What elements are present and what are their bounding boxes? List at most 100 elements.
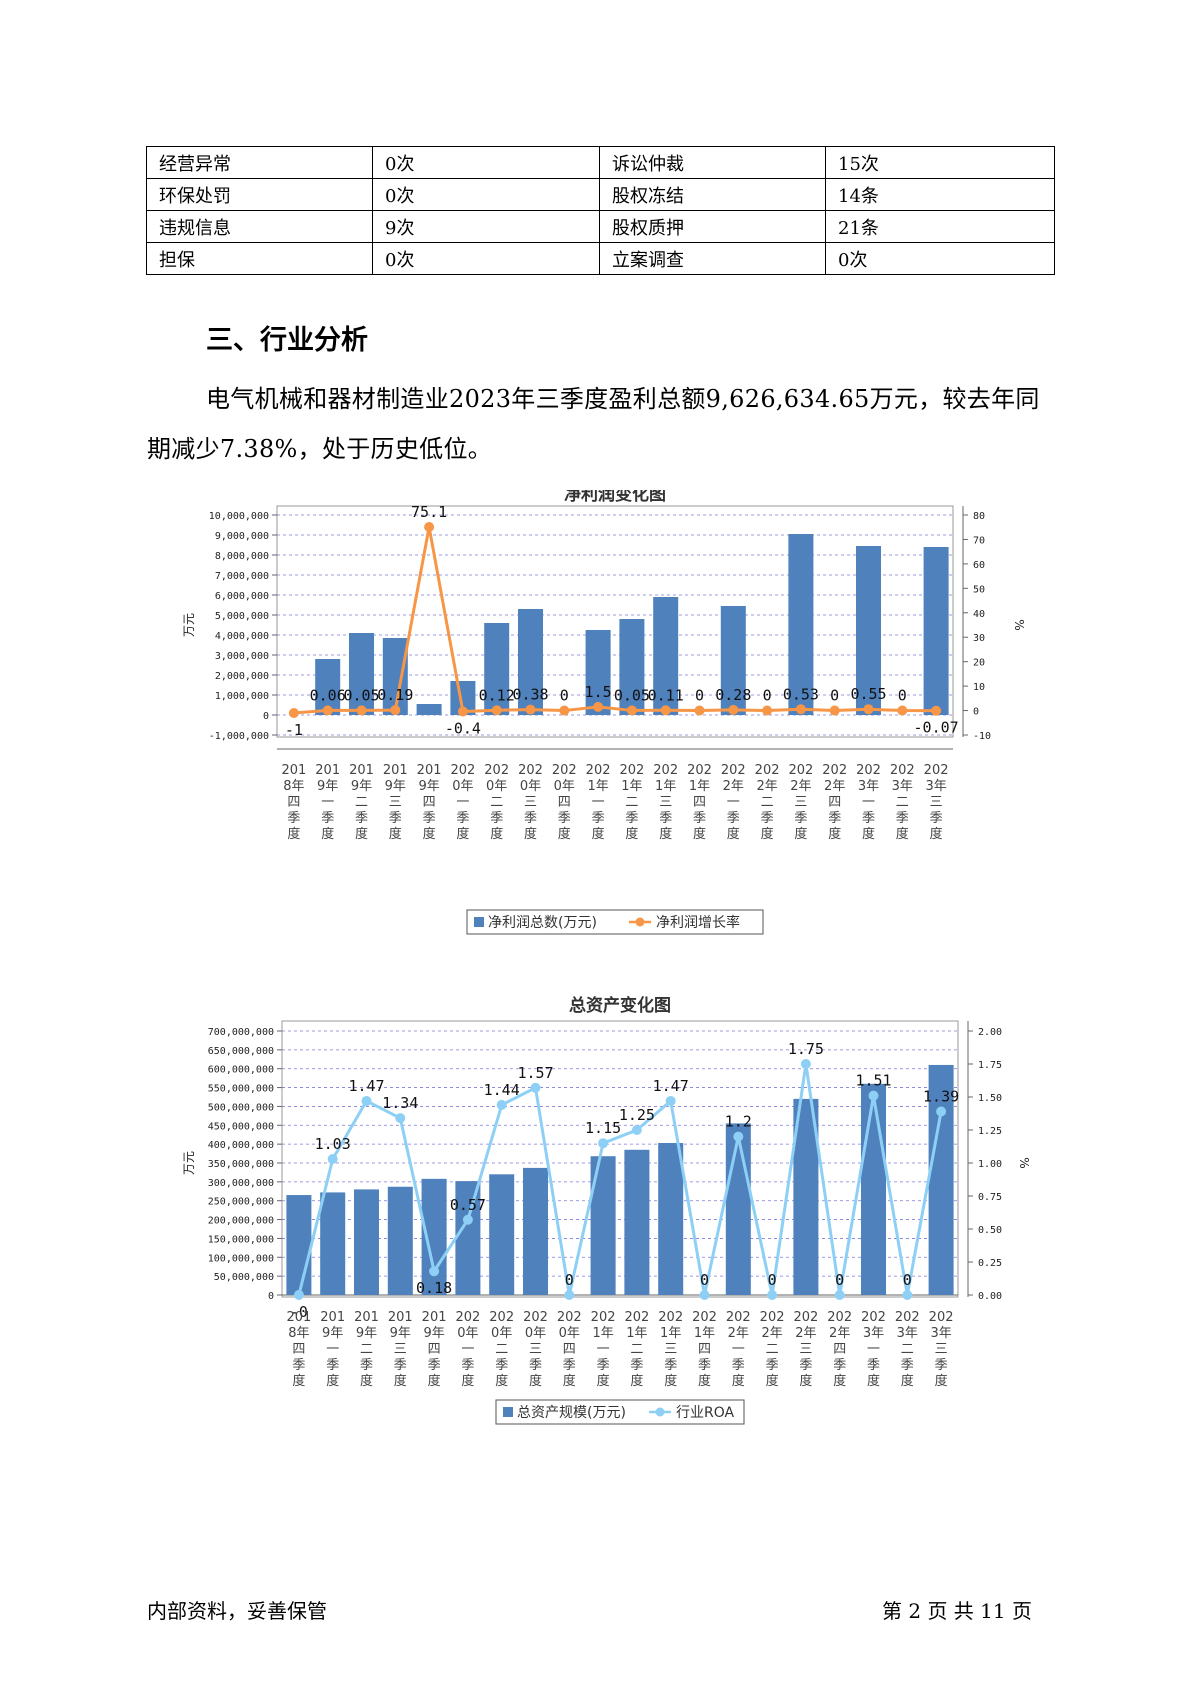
- data-label: 1.39: [923, 1088, 959, 1106]
- y2-tick-label: 0.00: [978, 1291, 1002, 1302]
- line-point: [293, 1290, 304, 1300]
- x-tick-label: 202 1年一季度: [586, 763, 611, 842]
- x-tick-label: 202 0年四季度: [557, 1310, 582, 1389]
- line-point: [631, 1125, 642, 1135]
- line-point: [931, 705, 942, 716]
- table-label-cell: 诉讼仲裁: [599, 146, 826, 179]
- data-label: 0: [835, 1271, 844, 1289]
- x-tick-label: 201 8年四季度: [286, 1310, 311, 1389]
- bar: [353, 1189, 380, 1295]
- bar: [788, 534, 814, 715]
- data-label: 0.19: [377, 686, 413, 704]
- data-label: 1.47: [348, 1077, 384, 1095]
- x-tick-label: 202 3年一季度: [861, 1310, 886, 1389]
- data-label: 0: [768, 1271, 777, 1289]
- bar: [348, 633, 375, 715]
- line-point: [593, 701, 604, 712]
- chart-title: 总资产变化图: [569, 995, 671, 1016]
- y2-tick-label: 60: [973, 560, 985, 571]
- legend-line-marker: [655, 1407, 665, 1417]
- y2-tick-label: 1.00: [978, 1159, 1002, 1170]
- data-label: 1.47: [653, 1077, 689, 1095]
- risk-info-table: 经营异常 0次 诉讼仲裁 15次 环保处罚 0次 股权冻结 14条 违规信息 9次 股权质押 21条担…: [146, 146, 1055, 275]
- line-point: [834, 1290, 845, 1300]
- data-label: -0: [290, 1303, 308, 1321]
- y2-tick-label: 10: [973, 682, 985, 693]
- bar: [725, 1123, 751, 1295]
- x-tick-label: 202 3年二季度: [890, 763, 915, 842]
- y2-tick-label: 2.00: [978, 1027, 1002, 1038]
- table-label-cell: 违规信息: [146, 210, 373, 243]
- bar: [720, 606, 746, 715]
- y-tick-label: 8,000,000: [215, 551, 269, 562]
- y-axis-label: 万元: [182, 1151, 196, 1175]
- data-label: 0: [700, 1271, 709, 1289]
- bar: [793, 1098, 819, 1295]
- bar: [484, 623, 510, 715]
- plot-frame: [281, 1020, 959, 1298]
- x-tick-label: 202 3年三季度: [929, 1310, 954, 1389]
- legend-bar-swatch: [503, 1407, 513, 1417]
- data-label: -0.4: [445, 720, 481, 738]
- y2-tick-label: 80: [973, 511, 985, 522]
- legend-line-label: 净利润增长率: [656, 914, 740, 931]
- y2-tick-label: 0: [973, 707, 979, 718]
- line-point: [795, 704, 806, 715]
- y-tick-label: 700,000,000: [208, 1027, 274, 1038]
- line-point: [457, 706, 468, 717]
- x-tick-label: 202 2年四季度: [827, 1310, 852, 1389]
- y-tick-label: 2,000,000: [215, 671, 269, 682]
- y-tick-label: 5,000,000: [215, 611, 269, 622]
- line-point: [699, 1290, 710, 1300]
- line-point: [361, 1095, 372, 1106]
- line-point: [660, 705, 671, 716]
- series-line: [297, 1063, 943, 1296]
- y-tick-label: 6,000,000: [215, 591, 269, 602]
- x-tick-label: 202 3年三季度: [924, 763, 949, 842]
- x-tick-label: 202 1年三季度: [658, 1310, 683, 1389]
- legend-bar-label: 总资产规模(万元): [517, 1405, 626, 1421]
- y2-tick-label: 0.25: [978, 1258, 1002, 1269]
- data-label: 1.15: [585, 1119, 621, 1137]
- x-tick-label: 202 1年二季度: [619, 763, 644, 842]
- y2-tick-label: 1.75: [978, 1060, 1002, 1071]
- y-tick-label: 1,000,000: [215, 691, 269, 702]
- data-label: 1.25: [619, 1106, 655, 1124]
- y2-tick-label: 1.25: [978, 1126, 1002, 1137]
- y2-tick-label: 30: [973, 633, 985, 644]
- x-tick-label: 201 9年三季度: [388, 1310, 413, 1389]
- table-value-cell: 9次: [372, 210, 600, 243]
- y2-tick-label: 50: [973, 584, 985, 595]
- table-label-cell: 担保: [146, 242, 373, 275]
- data-label: 1.75: [788, 1040, 824, 1058]
- data-label: 0.12: [479, 686, 515, 704]
- table-label-cell: 股权冻结: [599, 178, 826, 211]
- y2-tick-label: 70: [973, 535, 985, 546]
- x-tick-label: 202 2年四季度: [822, 763, 847, 842]
- y2-tick-label: 0.50: [978, 1225, 1002, 1236]
- line-point: [424, 521, 435, 532]
- table-label-cell: 环保处罚: [146, 178, 373, 211]
- bar: [522, 1167, 549, 1295]
- line-point: [559, 705, 570, 716]
- y-tick-label: 100,000,000: [208, 1253, 274, 1264]
- x-tick-label: 201 9年四季度: [422, 1310, 447, 1389]
- y-tick-label: 50,000,000: [214, 1272, 274, 1283]
- line-point: [288, 708, 299, 718]
- legend-line-marker: [635, 917, 645, 927]
- y-tick-label: 550,000,000: [208, 1084, 274, 1095]
- y-tick-label: 7,000,000: [215, 571, 269, 582]
- y-tick-label: 500,000,000: [208, 1102, 274, 1113]
- y-tick-label: 350,000,000: [208, 1159, 274, 1170]
- line-point: [429, 1266, 440, 1277]
- line-point: [897, 705, 908, 716]
- y-tick-label: 9,000,000: [215, 531, 269, 542]
- data-label: 1.2: [725, 1113, 752, 1131]
- table-value-cell: 0次: [372, 242, 600, 275]
- x-tick-label: 201 9年二季度: [354, 1310, 379, 1389]
- footer-page-number: 第 2 页 共 11 页: [882, 1599, 1032, 1623]
- bar: [517, 609, 544, 715]
- x-tick-label: 202 0年四季度: [552, 763, 577, 842]
- bar: [416, 704, 442, 715]
- series-line: [293, 526, 937, 715]
